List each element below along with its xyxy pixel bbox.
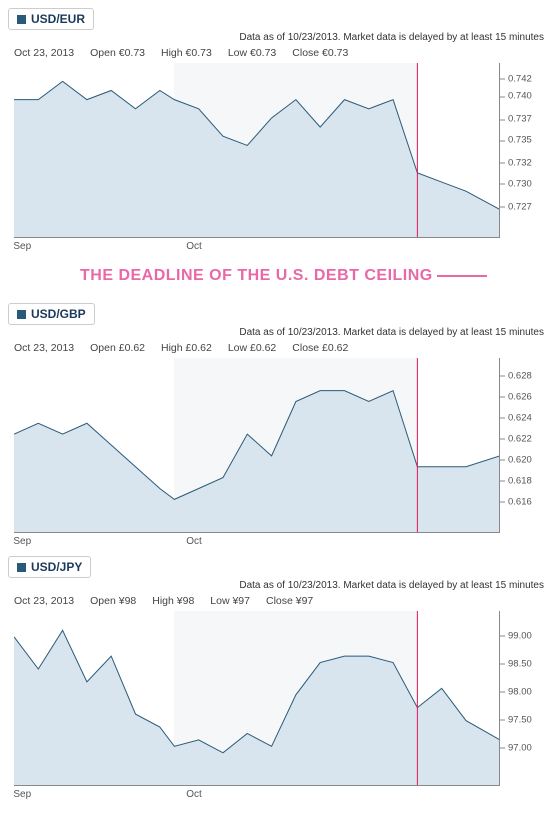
plot-area[interactable] — [14, 358, 500, 533]
line-chart-svg — [14, 358, 500, 532]
ohlc-high: High €0.73 — [161, 47, 212, 59]
line-chart-svg — [14, 611, 500, 785]
x-axis: Sep Oct — [8, 533, 548, 548]
y-tick: 98.50 — [508, 658, 532, 669]
chart-title: USD/GBP — [8, 303, 95, 325]
x-tick: Oct — [186, 536, 202, 547]
chart-usd-jpy: USD/JPY Data as of 10/23/2013. Market dat… — [8, 556, 548, 801]
y-tick: 0.622 — [508, 433, 532, 444]
ohlc-high: High £0.62 — [161, 342, 212, 354]
ohlc-close: Close €0.73 — [292, 47, 348, 59]
y-tick: 0.616 — [508, 496, 532, 507]
ohlc-open: Open £0.62 — [90, 342, 145, 354]
series-color-swatch — [17, 310, 26, 319]
ohlc-open: Open ¥98 — [90, 595, 136, 607]
debt-ceiling-label: THE DEADLINE OF THE U.S. DEBT CEILING — [8, 267, 548, 285]
ohlc-close: Close ¥97 — [266, 595, 313, 607]
chart-body: 99.00 98.50 98.00 97.50 97.00 — [8, 611, 548, 786]
chart-title: USD/EUR — [8, 8, 94, 30]
chart-title-text: USD/EUR — [31, 12, 85, 26]
chart-body: 0.742 0.740 0.737 0.735 0.732 0.730 0.727 — [8, 63, 548, 238]
ohlc-low: Low €0.73 — [228, 47, 276, 59]
x-tick: Oct — [186, 241, 202, 252]
x-axis: Sep Oct — [8, 786, 548, 801]
chart-body: 0.628 0.626 0.624 0.622 0.620 0.618 0.616 — [8, 358, 548, 533]
plot-area[interactable] — [14, 611, 500, 786]
data-delay-note: Data as of 10/23/2013. Market data is de… — [8, 32, 548, 43]
ohlc-bar: Oct 23, 2013 Open ¥98 High ¥98 Low ¥97 Close… — [8, 591, 548, 611]
data-delay-note: Data as of 10/23/2013. Market data is de… — [8, 327, 548, 338]
ohlc-bar: Oct 23, 2013 Open £0.62 High £0.62 Low £0.6… — [8, 338, 548, 358]
x-tick: Oct — [186, 789, 202, 800]
ohlc-open: Open €0.73 — [90, 47, 145, 59]
hover-date: Oct 23, 2013 — [14, 595, 74, 607]
ohlc-low: Low ¥97 — [210, 595, 250, 607]
y-tick: 99.00 — [508, 630, 532, 641]
y-axis: 99.00 98.50 98.00 97.50 97.00 — [500, 611, 548, 786]
chart-usd-eur: USD/EUR Data as of 10/23/2013. Market dat… — [8, 8, 548, 253]
x-tick: Sep — [13, 241, 31, 252]
y-tick: 0.727 — [508, 201, 532, 212]
series-color-swatch — [17, 15, 26, 24]
y-tick: 0.735 — [508, 135, 532, 146]
y-tick: 97.00 — [508, 742, 532, 753]
y-tick: 0.740 — [508, 91, 532, 102]
y-tick: 0.626 — [508, 391, 532, 402]
y-axis: 0.742 0.740 0.737 0.735 0.732 0.730 0.727 — [500, 63, 548, 238]
hover-date: Oct 23, 2013 — [14, 342, 74, 354]
ohlc-low: Low £0.62 — [228, 342, 276, 354]
y-tick: 0.732 — [508, 157, 532, 168]
y-tick: 0.730 — [508, 178, 532, 189]
x-tick: Sep — [13, 536, 31, 547]
y-tick: 0.742 — [508, 73, 532, 84]
y-tick: 0.620 — [508, 454, 532, 465]
chart-title-text: USD/JPY — [31, 560, 82, 574]
chart-title-text: USD/GBP — [31, 307, 86, 321]
chart-usd-gbp: USD/GBP Data as of 10/23/2013. Market dat… — [8, 303, 548, 548]
y-axis: 0.628 0.626 0.624 0.622 0.620 0.618 0.616 — [500, 358, 548, 533]
plot-area[interactable] — [14, 63, 500, 238]
hover-date: Oct 23, 2013 — [14, 47, 74, 59]
ohlc-close: Close £0.62 — [292, 342, 348, 354]
chart-title: USD/JPY — [8, 556, 91, 578]
y-tick: 0.618 — [508, 475, 532, 486]
y-tick: 98.00 — [508, 686, 532, 697]
series-color-swatch — [17, 563, 26, 572]
line-chart-svg — [14, 63, 500, 237]
data-delay-note: Data as of 10/23/2013. Market data is de… — [8, 580, 548, 591]
ohlc-high: High ¥98 — [152, 595, 194, 607]
y-tick: 0.624 — [508, 412, 532, 423]
x-axis: Sep Oct — [8, 238, 548, 253]
ohlc-bar: Oct 23, 2013 Open €0.73 High €0.73 Low €0.7… — [8, 43, 548, 63]
y-tick: 0.737 — [508, 114, 532, 125]
y-tick: 97.50 — [508, 714, 532, 725]
y-tick: 0.628 — [508, 370, 532, 381]
x-tick: Sep — [13, 789, 31, 800]
